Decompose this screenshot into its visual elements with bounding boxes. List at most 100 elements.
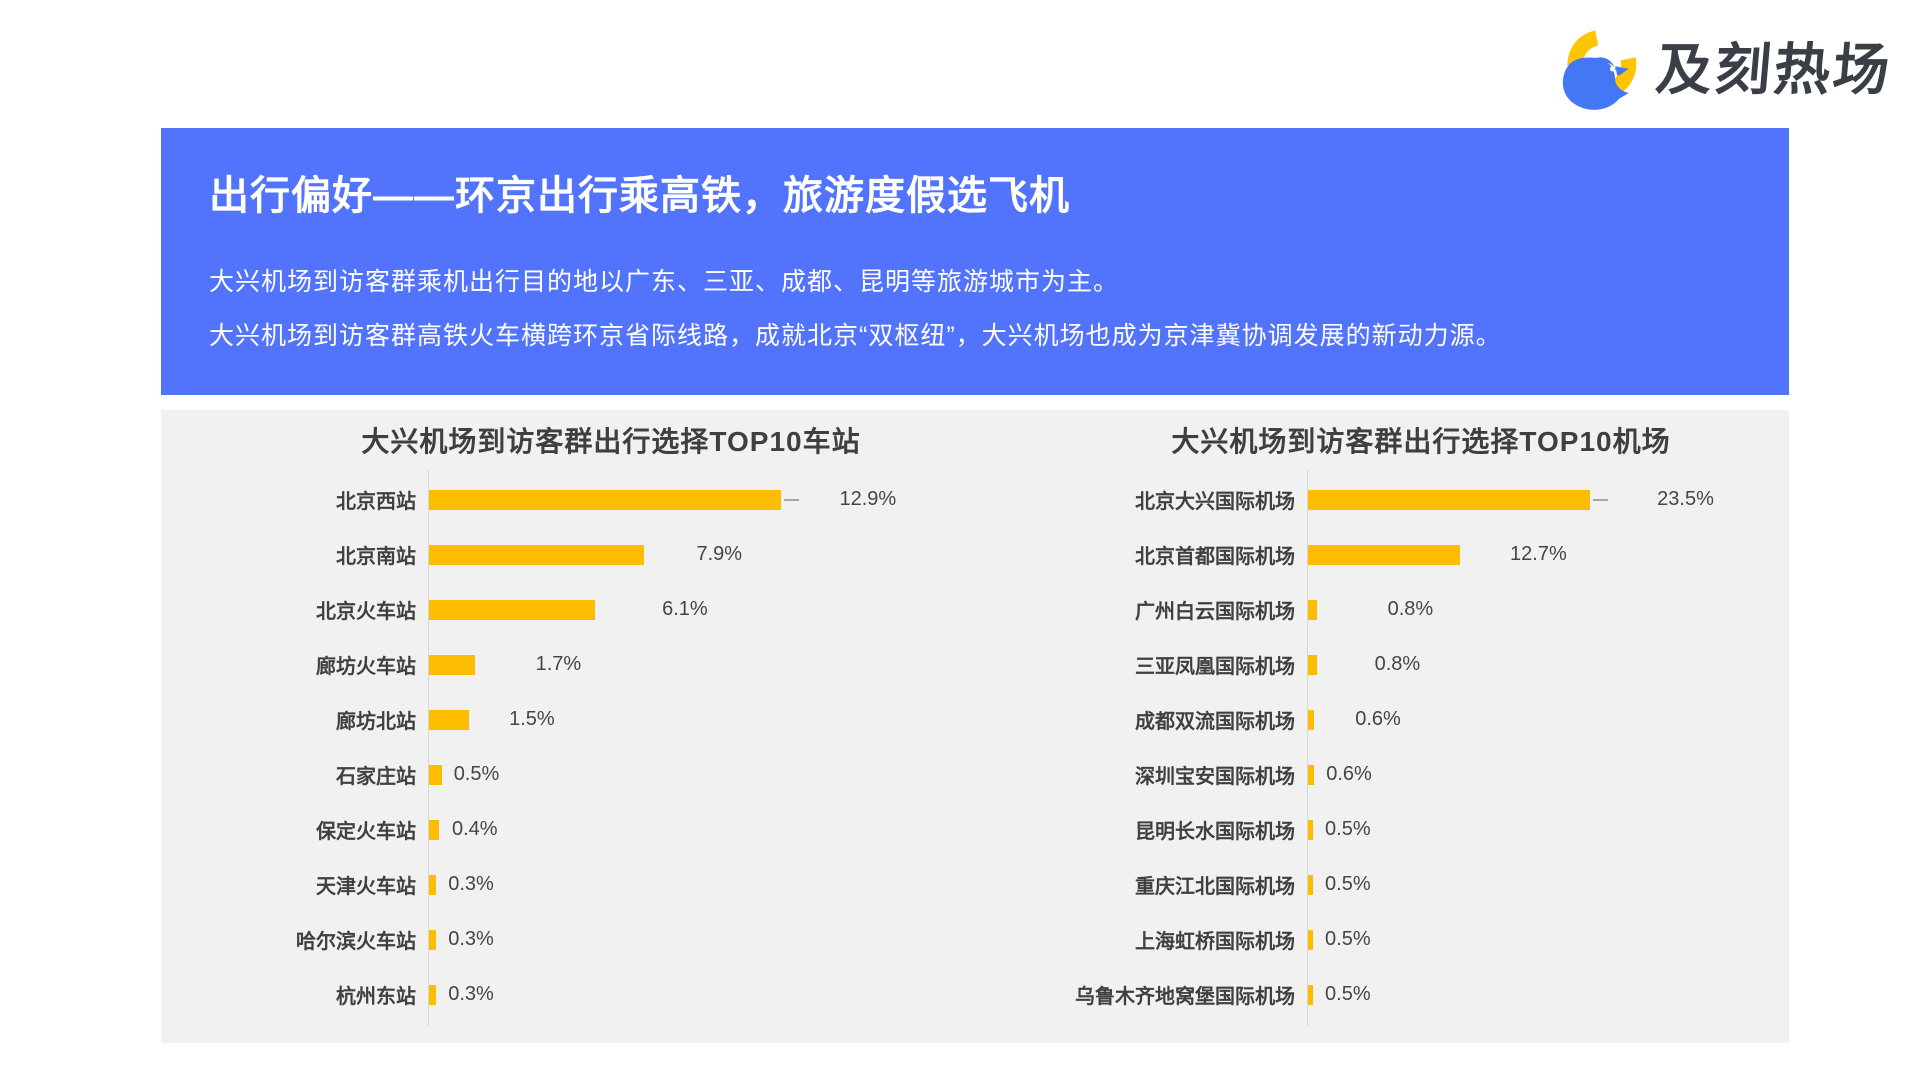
bar-track: 0.4%: [428, 818, 1001, 841]
bar: [1307, 709, 1315, 730]
bar-row: 廊坊北站 1.5%: [221, 692, 1001, 747]
value-label: 0.5%: [1325, 983, 1371, 1005]
bar-row: 北京大兴国际机场 23.5%: [1041, 472, 1801, 527]
bar-row: 廊坊火车站 1.7%: [221, 637, 1001, 692]
bar-row: 上海虹桥国际机场 0.5%: [1041, 912, 1801, 967]
bar-track: 0.3%: [428, 928, 1001, 951]
chart-top10-stations: 大兴机场到访客群出行选择TOP10车站 北京西站 12.9% 北京南站 7.9% 北京火…: [221, 424, 1001, 1026]
bar: [1307, 874, 1314, 895]
value-label: 1.5%: [509, 708, 555, 730]
bar-row: 北京火车站 6.1%: [221, 582, 1001, 637]
label-leader-dash: [784, 498, 800, 501]
bar-row: 哈尔滨火车站 0.3%: [221, 912, 1001, 967]
bar-track: 0.3%: [428, 873, 1001, 896]
bar-track: 23.5%: [1307, 488, 1801, 511]
value-label: 7.9%: [696, 543, 743, 565]
value-label: 23.5%: [1657, 488, 1714, 510]
bar-row: 石家庄站 0.5%: [221, 747, 1001, 802]
category-label: 北京大兴国际机场: [1135, 491, 1295, 513]
bar-row: 保定火车站 0.4%: [221, 802, 1001, 857]
bar-track: 0.3%: [428, 983, 1001, 1006]
bar-row: 北京西站 12.9%: [221, 472, 1001, 527]
bar-track: 0.8%: [1307, 653, 1801, 676]
category-label: 乌鲁木齐地窝堡国际机场: [1075, 986, 1295, 1008]
category-label: 三亚凤凰国际机场: [1135, 656, 1295, 678]
bar-row: 北京首都国际机场 12.7%: [1041, 527, 1801, 582]
bar-row: 乌鲁木齐地窝堡国际机场 0.5%: [1041, 967, 1801, 1022]
value-label: 0.6%: [1355, 708, 1401, 730]
page-title: 出行偏好——环京出行乘高铁，旅游度假选飞机: [209, 174, 1070, 218]
category-label: 广州白云国际机场: [1135, 601, 1295, 623]
category-label: 深圳宝安国际机场: [1135, 766, 1295, 788]
label-leader-dash: [1593, 498, 1609, 501]
brand-bird-icon: [1562, 29, 1637, 110]
category-label: 北京首都国际机场: [1135, 546, 1295, 568]
category-label: 重庆江北国际机场: [1135, 876, 1295, 898]
value-label: 0.5%: [1325, 818, 1371, 840]
header-subtitle-1: 大兴机场到访客群乘机出行目的地以广东、三亚、成都、昆明等旅游城市为主。: [209, 268, 1120, 296]
brand-logo-text: 及刻热场: [1653, 38, 1895, 101]
bar: [428, 544, 645, 565]
bar-track: 1.7%: [428, 653, 1001, 676]
axis-line: [428, 470, 429, 1026]
bar-track: 0.5%: [428, 763, 1001, 786]
bar-track: 0.5%: [1307, 928, 1801, 951]
chart-airports-plot: 北京大兴国际机场 23.5% 北京首都国际机场 12.7% 广州白云国际机场 0.8% 三亚…: [1041, 470, 1801, 1026]
bar: [428, 764, 442, 785]
bar-row: 重庆江北国际机场 0.5%: [1041, 857, 1801, 912]
bar: [428, 654, 475, 675]
bar: [1307, 764, 1315, 785]
value-label: 12.9%: [839, 488, 897, 510]
bar-track: 0.5%: [1307, 873, 1801, 896]
chart-stations-plot: 北京西站 12.9% 北京南站 7.9% 北京火车站 6.1% 廊坊火车站 1.7% 廊坊北站 1…: [221, 470, 1001, 1026]
bar-row: 三亚凤凰国际机场 0.8%: [1041, 637, 1801, 692]
bar: [428, 984, 437, 1005]
category-label: 天津火车站: [316, 876, 416, 898]
bar: [1307, 654, 1317, 675]
bar: [428, 709, 470, 730]
category-label: 上海虹桥国际机场: [1135, 931, 1295, 953]
bar: [428, 874, 437, 895]
value-label: 0.4%: [451, 818, 498, 840]
bar-row: 成都双流国际机场 0.6%: [1041, 692, 1801, 747]
value-label: 0.5%: [453, 763, 500, 785]
bar: [1307, 599, 1317, 620]
value-label: 0.6%: [1326, 763, 1372, 785]
charts-panel: 大兴机场到访客群出行选择TOP10车站 北京西站 12.9% 北京南站 7.9% 北京火…: [161, 410, 1789, 1043]
value-label: 12.7%: [1510, 543, 1567, 565]
bar-row: 北京南站 7.9%: [221, 527, 1001, 582]
value-label: 0.3%: [448, 873, 494, 895]
bar-row: 昆明长水国际机场 0.5%: [1041, 802, 1801, 857]
category-label: 北京南站: [336, 546, 416, 568]
bar: [1307, 984, 1314, 1005]
bar-track: 1.5%: [428, 708, 1001, 731]
bar: [428, 489, 782, 510]
value-label: 0.8%: [1374, 653, 1421, 675]
axis-line: [1307, 470, 1308, 1026]
bar-track: 7.9%: [428, 543, 1001, 566]
category-label: 保定火车站: [316, 821, 416, 843]
bar: [428, 819, 439, 840]
bar: [428, 599, 596, 620]
category-label: 北京西站: [336, 491, 416, 513]
value-label: 0.5%: [1325, 873, 1371, 895]
bar: [1307, 544, 1461, 565]
category-label: 成都双流国际机场: [1135, 711, 1295, 733]
bar-track: 0.5%: [1307, 818, 1801, 841]
bar-track: 0.5%: [1307, 983, 1801, 1006]
bar: [428, 929, 437, 950]
bar-row: 杭州东站 0.3%: [221, 967, 1001, 1022]
category-label: 杭州东站: [336, 986, 416, 1008]
bar-track: 0.8%: [1307, 598, 1801, 621]
value-label: 1.7%: [535, 653, 582, 675]
bar: [1307, 819, 1314, 840]
chart-top10-airports: 大兴机场到访客群出行选择TOP10机场 北京大兴国际机场 23.5% 北京首都国际机…: [1041, 424, 1801, 1026]
chart-stations-title: 大兴机场到访客群出行选择TOP10车站: [361, 426, 861, 457]
category-label: 昆明长水国际机场: [1135, 821, 1295, 843]
category-label: 哈尔滨火车站: [296, 931, 416, 953]
value-label: 0.3%: [448, 983, 494, 1005]
bar-row: 广州白云国际机场 0.8%: [1041, 582, 1801, 637]
bar-row: 天津火车站 0.3%: [221, 857, 1001, 912]
bar-track: 6.1%: [428, 598, 1001, 621]
category-label: 北京火车站: [316, 601, 416, 623]
